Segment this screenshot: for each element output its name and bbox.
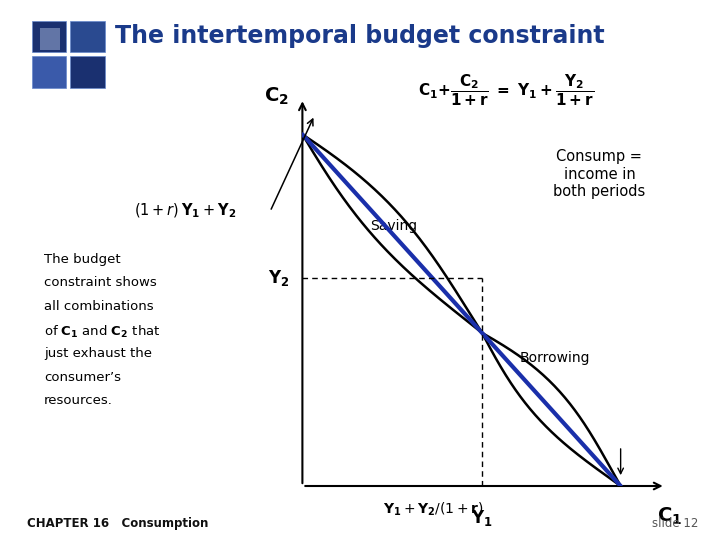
Bar bbox=[32, 21, 66, 52]
Bar bbox=[32, 56, 66, 88]
Text: $\mathbf{Y_2}$: $\mathbf{Y_2}$ bbox=[268, 268, 289, 288]
Text: $\mathbf{C_2}$: $\mathbf{C_2}$ bbox=[264, 86, 289, 107]
Text: consumer’s: consumer’s bbox=[44, 370, 121, 383]
Text: $\mathbf{Y_1}$: $\mathbf{Y_1}$ bbox=[472, 508, 493, 528]
Text: $\mathbf{C_1}$: $\mathbf{C_1}$ bbox=[657, 506, 682, 527]
Text: The budget: The budget bbox=[44, 253, 121, 266]
Text: of $\mathbf{C_1}$ and $\mathbf{C_2}$ that: of $\mathbf{C_1}$ and $\mathbf{C_2}$ tha… bbox=[44, 323, 161, 340]
Bar bbox=[71, 56, 105, 88]
Text: constraint shows: constraint shows bbox=[44, 276, 157, 289]
Bar bbox=[40, 28, 60, 50]
Text: $\mathbf{Y_1}+\mathbf{Y_2}/(1+\mathbf{r})$: $\mathbf{Y_1}+\mathbf{Y_2}/(1+\mathbf{r}… bbox=[383, 500, 485, 518]
Text: all combinations: all combinations bbox=[44, 300, 154, 313]
Text: resources.: resources. bbox=[44, 394, 113, 407]
Text: Borrowing: Borrowing bbox=[520, 351, 590, 365]
Text: CHAPTER 16   Consumption: CHAPTER 16 Consumption bbox=[27, 517, 209, 530]
Text: The intertemporal budget constraint: The intertemporal budget constraint bbox=[115, 24, 605, 48]
Text: $\mathbf{C_1}$$\mathbf{+}$$\dfrac{\mathbf{C_2}}{\mathbf{1+r}}$$\mathbf{\ =\ Y_1 : $\mathbf{C_1}$$\mathbf{+}$$\dfrac{\mathb… bbox=[418, 73, 593, 109]
Text: Consump =
income in
both periods: Consump = income in both periods bbox=[553, 149, 646, 199]
Text: slide 12: slide 12 bbox=[652, 517, 698, 530]
Text: just exhaust the: just exhaust the bbox=[44, 347, 152, 360]
Bar bbox=[71, 21, 105, 52]
Text: Saving: Saving bbox=[370, 219, 417, 233]
Text: $(1+r)\,\mathbf{Y_1}+\mathbf{Y_2}$: $(1+r)\,\mathbf{Y_1}+\mathbf{Y_2}$ bbox=[135, 202, 236, 220]
